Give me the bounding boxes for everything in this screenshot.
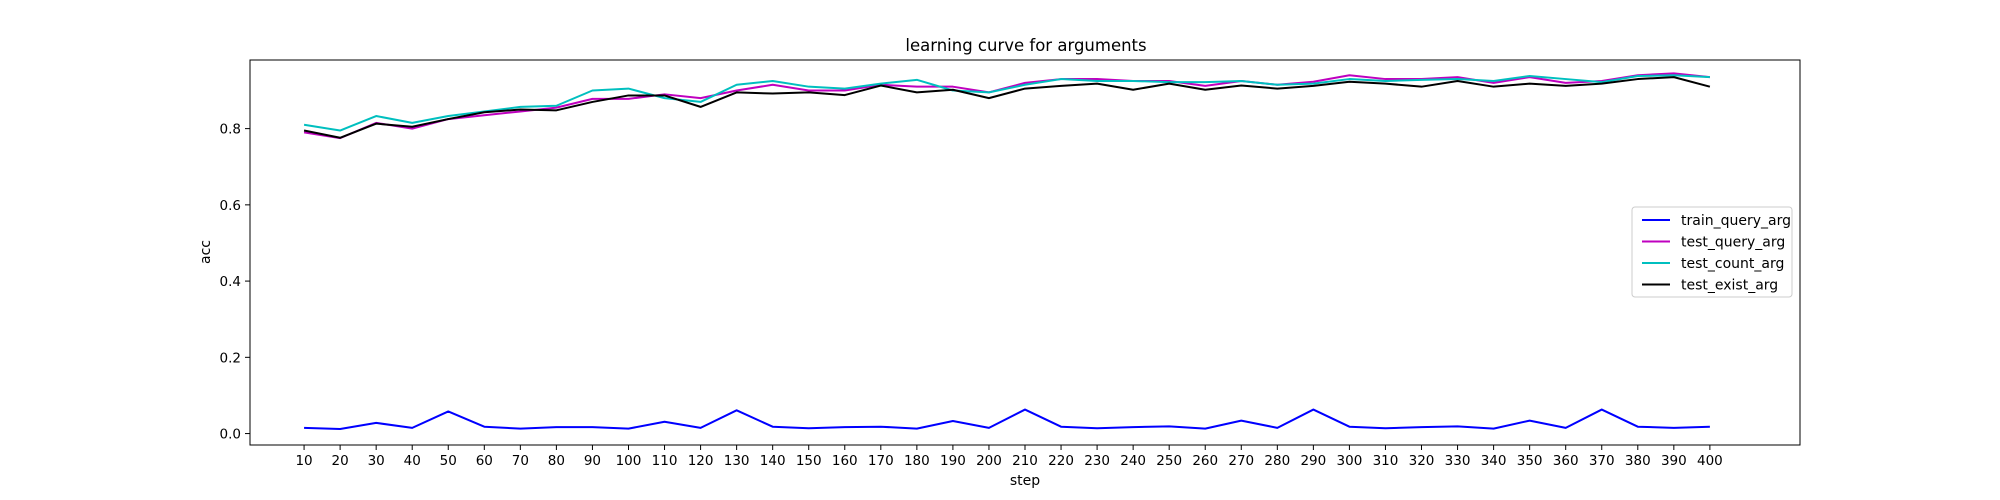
- plot-area: [249, 59, 1801, 446]
- x-tick-label: 120: [688, 453, 714, 469]
- legend-entry-label: test_exist_arg: [1681, 278, 1778, 294]
- x-tick-label: 180: [904, 453, 930, 469]
- x-tick-label: 300: [1337, 453, 1363, 469]
- y-tick-label: 0.4: [220, 274, 241, 290]
- x-tick-label: 280: [1264, 453, 1290, 469]
- x-tick-label: 170: [868, 453, 894, 469]
- x-tick-label: 200: [976, 453, 1002, 469]
- x-tick-label: 20: [332, 453, 349, 469]
- x-tick-label: 360: [1553, 453, 1579, 469]
- legend-entry-label: test_query_arg: [1681, 235, 1785, 251]
- series-line-train-query-arg: [304, 408, 1710, 430]
- legend-box: [1631, 206, 1793, 298]
- x-tick-label: 310: [1373, 453, 1399, 469]
- y-tick-label: 0.0: [220, 427, 241, 443]
- x-tick-label: 80: [548, 453, 565, 469]
- legend-entry-label: test_count_arg: [1681, 256, 1784, 272]
- x-tick-label: 110: [652, 453, 678, 469]
- x-tick-label: 90: [584, 453, 601, 469]
- x-tick-label: 130: [724, 453, 750, 469]
- x-tick-label: 140: [760, 453, 786, 469]
- axes-frame: [249, 59, 1801, 446]
- x-tick-label: 350: [1517, 453, 1543, 469]
- x-tick-label: 150: [796, 453, 822, 469]
- x-tick-label: 270: [1228, 453, 1254, 469]
- x-tick-label: 260: [1192, 453, 1218, 469]
- x-tick-label: 190: [940, 453, 966, 469]
- x-tick-label: 240: [1120, 453, 1146, 469]
- x-tick-label: 10: [295, 453, 312, 469]
- y-tick-label: 0.6: [220, 198, 241, 214]
- x-tick-label: 340: [1481, 453, 1507, 469]
- y-axis: 0.0 0.2 0.4 0.6 0.8: [220, 122, 250, 443]
- x-tick-label: 220: [1048, 453, 1074, 469]
- x-tick-label: 250: [1156, 453, 1182, 469]
- x-tick-label: 330: [1445, 453, 1471, 469]
- series-group: [303, 72, 1711, 430]
- y-tick-label: 0.8: [220, 122, 241, 138]
- x-tick-label: 50: [440, 453, 457, 469]
- x-tick-label: 230: [1084, 453, 1110, 469]
- x-tick-label: 100: [616, 453, 642, 469]
- x-tick-label: 40: [404, 453, 421, 469]
- y-axis-label: acc: [198, 240, 214, 264]
- x-tick-label: 390: [1661, 453, 1687, 469]
- x-tick-label: 380: [1625, 453, 1651, 469]
- x-tick-label: 400: [1697, 453, 1723, 469]
- legend: train_query_arg test_query_arg test_count_…: [1631, 206, 1793, 298]
- series-line-test-query-arg: [303, 72, 1710, 140]
- x-tick-label: 30: [368, 453, 385, 469]
- x-tick-label: 70: [512, 453, 529, 469]
- series-line-test-exist-arg: [303, 76, 1711, 139]
- x-tick-label: 210: [1012, 453, 1038, 469]
- x-tick-label: 60: [476, 453, 493, 469]
- x-tick-label: 290: [1300, 453, 1326, 469]
- series-line-test-count-arg: [303, 74, 1710, 132]
- x-tick-label: 160: [832, 453, 858, 469]
- x-axis-label: step: [1010, 473, 1040, 489]
- x-axis: 10 20 30 40 50 60 70 80 90 100 110 120 130 140 150 160 1…: [295, 445, 1723, 469]
- x-tick-label: 320: [1409, 453, 1435, 469]
- x-tick-label: 370: [1589, 453, 1615, 469]
- y-tick-label: 0.2: [220, 350, 241, 366]
- legend-entry-label: train_query_arg: [1681, 213, 1791, 229]
- chart-title: learning curve for arguments: [905, 36, 1146, 55]
